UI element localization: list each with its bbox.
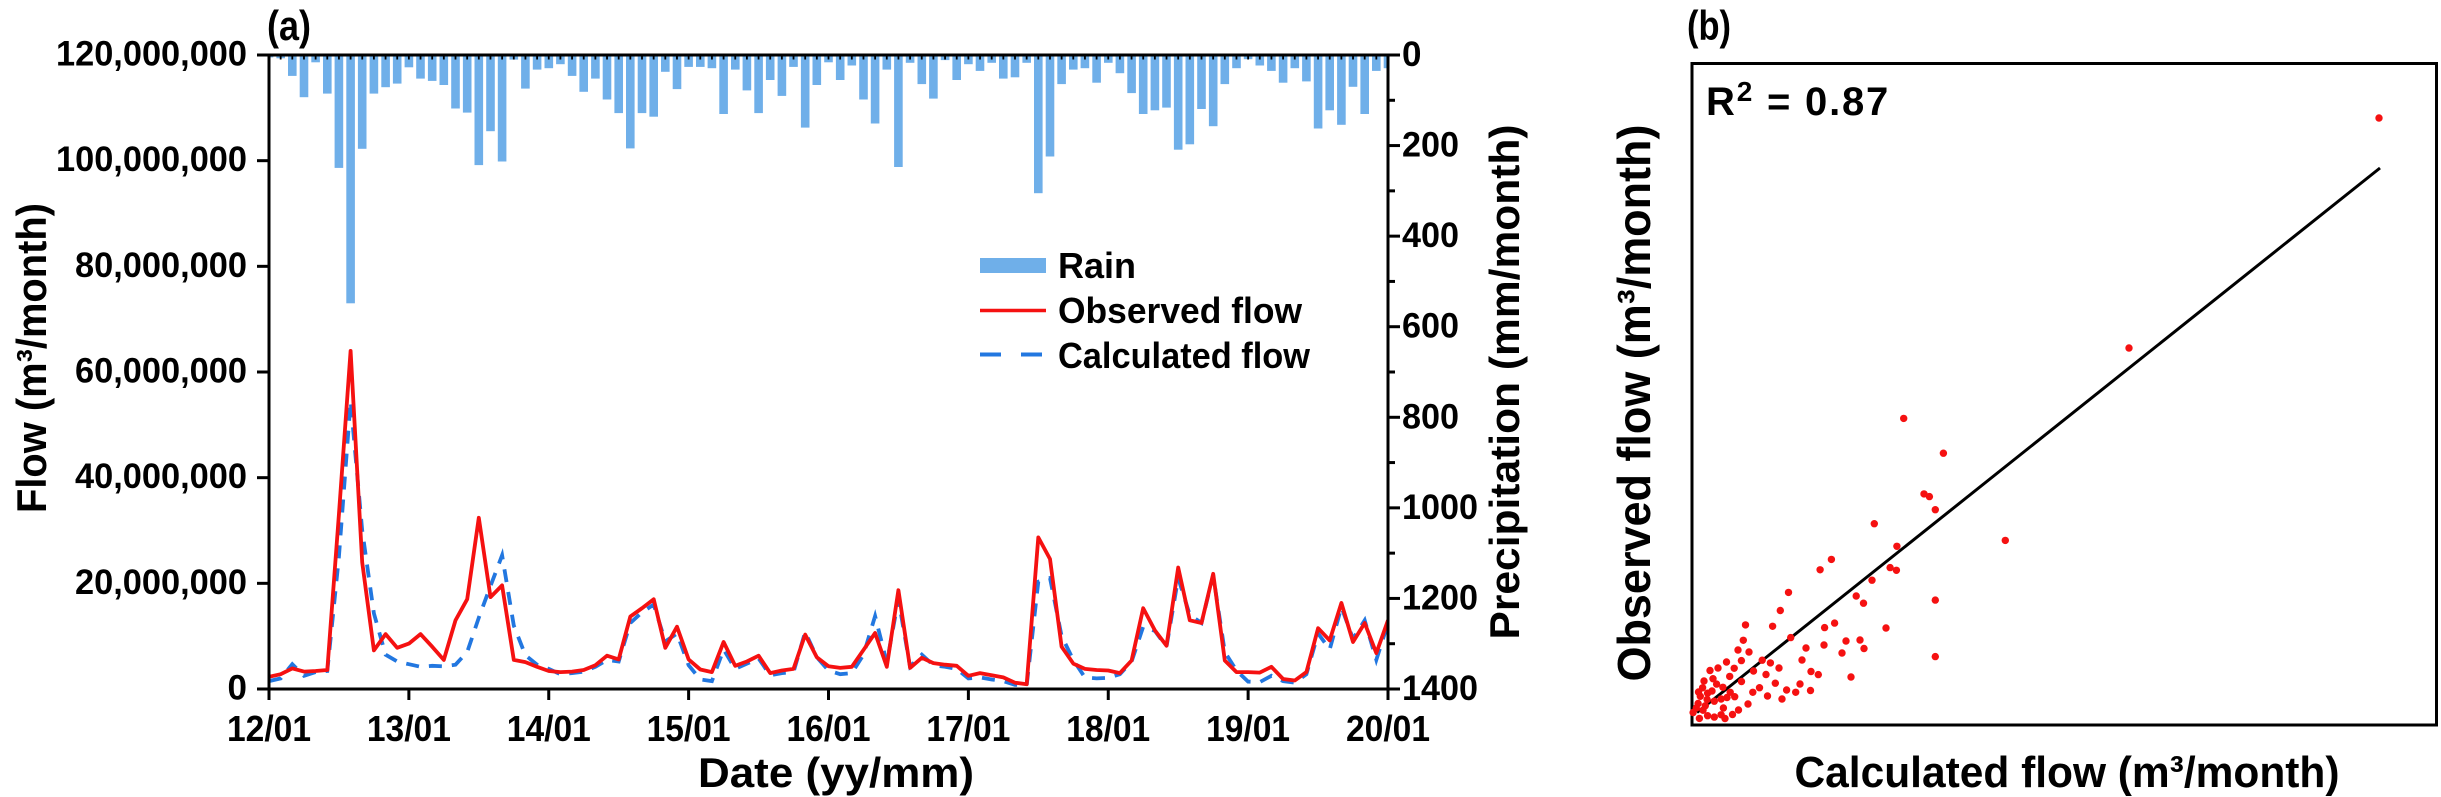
- svg-text:18/01: 18/01: [1066, 708, 1150, 749]
- svg-text:17/01: 17/01: [926, 708, 1010, 749]
- svg-text:40,000,000: 40,000,000: [75, 457, 247, 496]
- svg-text:20/01: 20/01: [1346, 708, 1430, 749]
- svg-text:(b): (b): [1687, 2, 1731, 49]
- svg-text:80,000,000: 80,000,000: [75, 246, 247, 285]
- svg-text:200: 200: [1402, 126, 1459, 165]
- svg-text:Flow (m³/month): Flow (m³/month): [8, 203, 55, 513]
- svg-text:600: 600: [1402, 307, 1459, 346]
- svg-text:14/01: 14/01: [507, 708, 591, 749]
- svg-text:Precipitation (mm/month): Precipitation (mm/month): [1481, 125, 1528, 640]
- svg-text:1000: 1000: [1402, 488, 1478, 527]
- svg-text:13/01: 13/01: [367, 708, 451, 749]
- svg-text:100,000,000: 100,000,000: [56, 140, 247, 179]
- svg-text:800: 800: [1402, 397, 1459, 436]
- svg-text:Observed flow: Observed flow: [1058, 290, 1303, 331]
- svg-text:12/01: 12/01: [227, 708, 311, 749]
- svg-text:0: 0: [1402, 35, 1421, 74]
- svg-text:1400: 1400: [1402, 669, 1478, 708]
- svg-text:Calculated flow (m³/month): Calculated flow (m³/month): [1795, 748, 2340, 797]
- svg-text:400: 400: [1402, 216, 1459, 255]
- svg-text:0: 0: [228, 669, 247, 708]
- svg-text:(a): (a): [267, 2, 311, 49]
- svg-text:16/01: 16/01: [787, 708, 871, 749]
- svg-text:Rain: Rain: [1058, 245, 1136, 286]
- svg-text:1200: 1200: [1402, 578, 1478, 617]
- svg-text:19/01: 19/01: [1206, 708, 1290, 749]
- svg-text:R2 = 0.87: R2 = 0.87: [1706, 76, 1890, 124]
- svg-text:60,000,000: 60,000,000: [75, 352, 247, 391]
- svg-text:15/01: 15/01: [647, 708, 731, 749]
- svg-text:Date (yy/mm): Date (yy/mm): [698, 749, 974, 796]
- svg-text:Observed flow (m³/month): Observed flow (m³/month): [1608, 125, 1660, 682]
- svg-text:20,000,000: 20,000,000: [75, 563, 247, 602]
- svg-text:120,000,000: 120,000,000: [56, 35, 247, 74]
- svg-text:Calculated flow: Calculated flow: [1058, 335, 1311, 376]
